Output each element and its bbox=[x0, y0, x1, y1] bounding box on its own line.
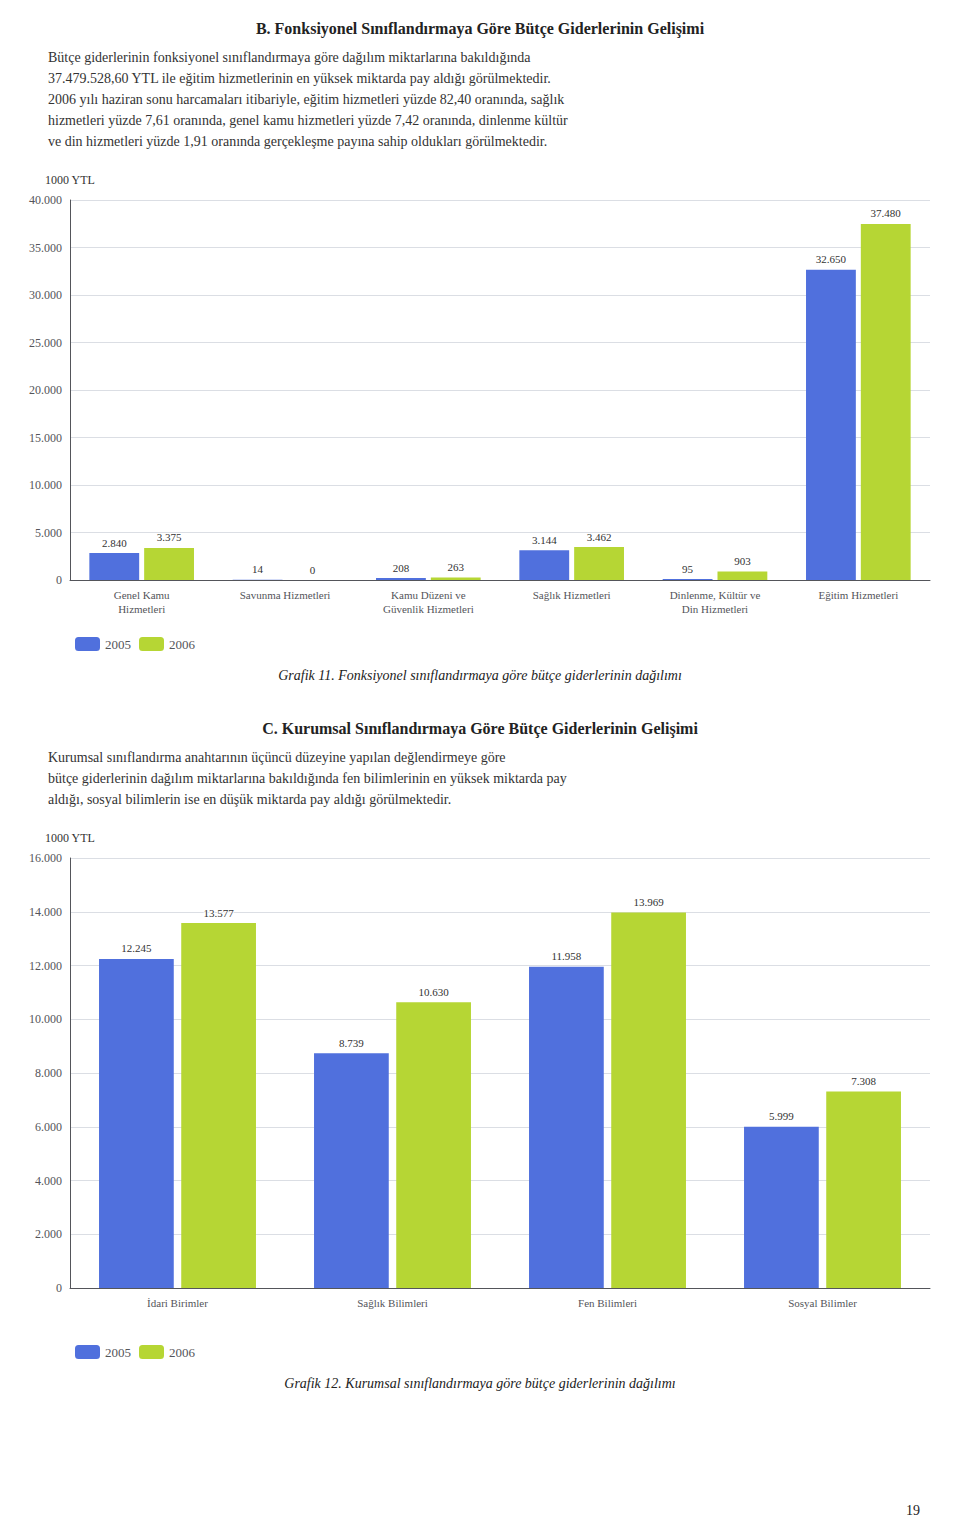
svg-text:10.000: 10.000 bbox=[29, 1012, 62, 1026]
svg-text:3.462: 3.462 bbox=[587, 531, 612, 543]
svg-text:30.000: 30.000 bbox=[29, 288, 62, 302]
svg-text:Din Hizmetleri: Din Hizmetleri bbox=[682, 603, 748, 615]
svg-text:1000 YTL: 1000 YTL bbox=[45, 831, 95, 845]
svg-text:2006: 2006 bbox=[169, 637, 196, 652]
svg-text:13.969: 13.969 bbox=[633, 896, 664, 908]
svg-text:2005: 2005 bbox=[105, 1345, 131, 1360]
svg-text:2.840: 2.840 bbox=[102, 537, 127, 549]
svg-text:Savunma Hizmetleri: Savunma Hizmetleri bbox=[240, 589, 331, 601]
svg-text:12.245: 12.245 bbox=[121, 942, 152, 954]
svg-text:Genel Kamu: Genel Kamu bbox=[114, 589, 170, 601]
svg-text:5.999: 5.999 bbox=[769, 1110, 794, 1122]
svg-text:19: 19 bbox=[906, 1503, 920, 1518]
svg-text:7.308: 7.308 bbox=[851, 1075, 876, 1087]
svg-text:16.000: 16.000 bbox=[29, 851, 62, 865]
svg-text:14.000: 14.000 bbox=[29, 905, 62, 919]
svg-text:C. Kurumsal Sınıflandırmaya Gö: C. Kurumsal Sınıflandırmaya Göre Bütçe G… bbox=[262, 720, 698, 738]
svg-text:1000 YTL: 1000 YTL bbox=[45, 173, 95, 187]
svg-text:Grafik 11. Fonksiyonel sınıfla: Grafik 11. Fonksiyonel sınıflandırmaya g… bbox=[278, 668, 682, 683]
svg-text:37.480: 37.480 bbox=[871, 207, 902, 219]
svg-text:B. Fonksiyonel Sınıflandırmaya: B. Fonksiyonel Sınıflandırmaya Göre Bütç… bbox=[256, 20, 705, 38]
svg-text:hizmetleri yüzde 7,61 oranında: hizmetleri yüzde 7,61 oranında, genel ka… bbox=[48, 113, 568, 128]
svg-text:Grafik 12. Kurumsal sınıflandı: Grafik 12. Kurumsal sınıflandırmaya göre… bbox=[284, 1376, 676, 1391]
svg-text:14: 14 bbox=[252, 563, 264, 575]
svg-text:Fen Bilimleri: Fen Bilimleri bbox=[578, 1297, 637, 1309]
svg-text:40.000: 40.000 bbox=[29, 193, 62, 207]
svg-text:263: 263 bbox=[447, 561, 464, 573]
svg-text:35.000: 35.000 bbox=[29, 241, 62, 255]
svg-text:ve din hizmetleri yüzde 1,91 o: ve din hizmetleri yüzde 1,91 oranında ge… bbox=[48, 134, 547, 149]
svg-text:0: 0 bbox=[310, 564, 316, 576]
svg-text:37.479.528,60 YTL ile eğitim h: 37.479.528,60 YTL ile eğitim hizmetlerin… bbox=[48, 71, 551, 86]
svg-text:13.577: 13.577 bbox=[203, 907, 234, 919]
svg-text:10.630: 10.630 bbox=[418, 986, 449, 998]
svg-text:3.375: 3.375 bbox=[157, 531, 182, 543]
svg-text:Sosyal Bilimler: Sosyal Bilimler bbox=[788, 1297, 857, 1309]
svg-text:208: 208 bbox=[393, 562, 410, 574]
svg-text:0: 0 bbox=[56, 573, 62, 587]
svg-text:Güvenlik Hizmetleri: Güvenlik Hizmetleri bbox=[383, 603, 474, 615]
svg-text:10.000: 10.000 bbox=[29, 478, 62, 492]
svg-text:8.739: 8.739 bbox=[339, 1037, 364, 1049]
svg-text:Bütçe giderlerinin fonksiyonel: Bütçe giderlerinin fonksiyonel sınıfland… bbox=[48, 50, 531, 65]
svg-text:20.000: 20.000 bbox=[29, 383, 62, 397]
svg-text:2006: 2006 bbox=[169, 1345, 196, 1360]
svg-text:5.000: 5.000 bbox=[35, 526, 62, 540]
svg-text:Sağlık Hizmetleri: Sağlık Hizmetleri bbox=[533, 589, 611, 601]
svg-text:4.000: 4.000 bbox=[35, 1174, 62, 1188]
svg-text:Sağlık Bilimleri: Sağlık Bilimleri bbox=[357, 1297, 428, 1309]
svg-text:11.958: 11.958 bbox=[551, 950, 581, 962]
svg-text:95: 95 bbox=[682, 563, 694, 575]
svg-text:2006 yılı haziran sonu harcama: 2006 yılı haziran sonu harcamaları itiba… bbox=[48, 92, 564, 107]
svg-text:İdari Birimler: İdari Birimler bbox=[147, 1297, 208, 1309]
svg-text:Hizmetleri: Hizmetleri bbox=[118, 603, 165, 615]
svg-text:Kamu Düzeni ve: Kamu Düzeni ve bbox=[391, 589, 466, 601]
svg-text:bütçe giderlerinin dağılım mik: bütçe giderlerinin dağılım miktarlarına … bbox=[48, 771, 567, 786]
svg-text:Kurumsal sınıflandırma anahtar: Kurumsal sınıflandırma anahtarının üçünc… bbox=[48, 750, 506, 765]
svg-text:8.000: 8.000 bbox=[35, 1066, 62, 1080]
svg-text:Dinlenme, Kültür ve: Dinlenme, Kültür ve bbox=[670, 589, 761, 601]
svg-text:2.000: 2.000 bbox=[35, 1227, 62, 1241]
svg-text:32.650: 32.650 bbox=[816, 253, 847, 265]
svg-text:3.144: 3.144 bbox=[532, 534, 557, 546]
svg-text:0: 0 bbox=[56, 1281, 62, 1295]
svg-text:15.000: 15.000 bbox=[29, 431, 62, 445]
svg-text:aldığı, sosyal bilimlerin ise: aldığı, sosyal bilimlerin ise en düşük m… bbox=[48, 792, 451, 807]
svg-text:2005: 2005 bbox=[105, 637, 131, 652]
svg-text:25.000: 25.000 bbox=[29, 336, 62, 350]
svg-text:903: 903 bbox=[734, 555, 751, 567]
svg-text:Eğitim Hizmetleri: Eğitim Hizmetleri bbox=[818, 589, 898, 601]
svg-text:6.000: 6.000 bbox=[35, 1120, 62, 1134]
svg-text:12.000: 12.000 bbox=[29, 959, 62, 973]
